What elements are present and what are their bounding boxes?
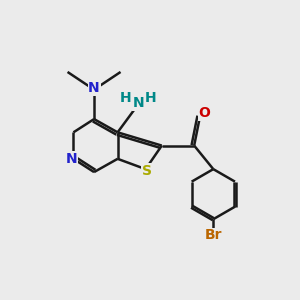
Text: S: S	[142, 164, 152, 178]
Text: Br: Br	[205, 228, 222, 242]
Text: O: O	[199, 106, 210, 120]
Text: N: N	[88, 81, 100, 95]
Text: H: H	[145, 92, 156, 106]
Text: N: N	[66, 152, 78, 166]
Text: N: N	[132, 96, 144, 110]
Text: H: H	[120, 92, 132, 106]
